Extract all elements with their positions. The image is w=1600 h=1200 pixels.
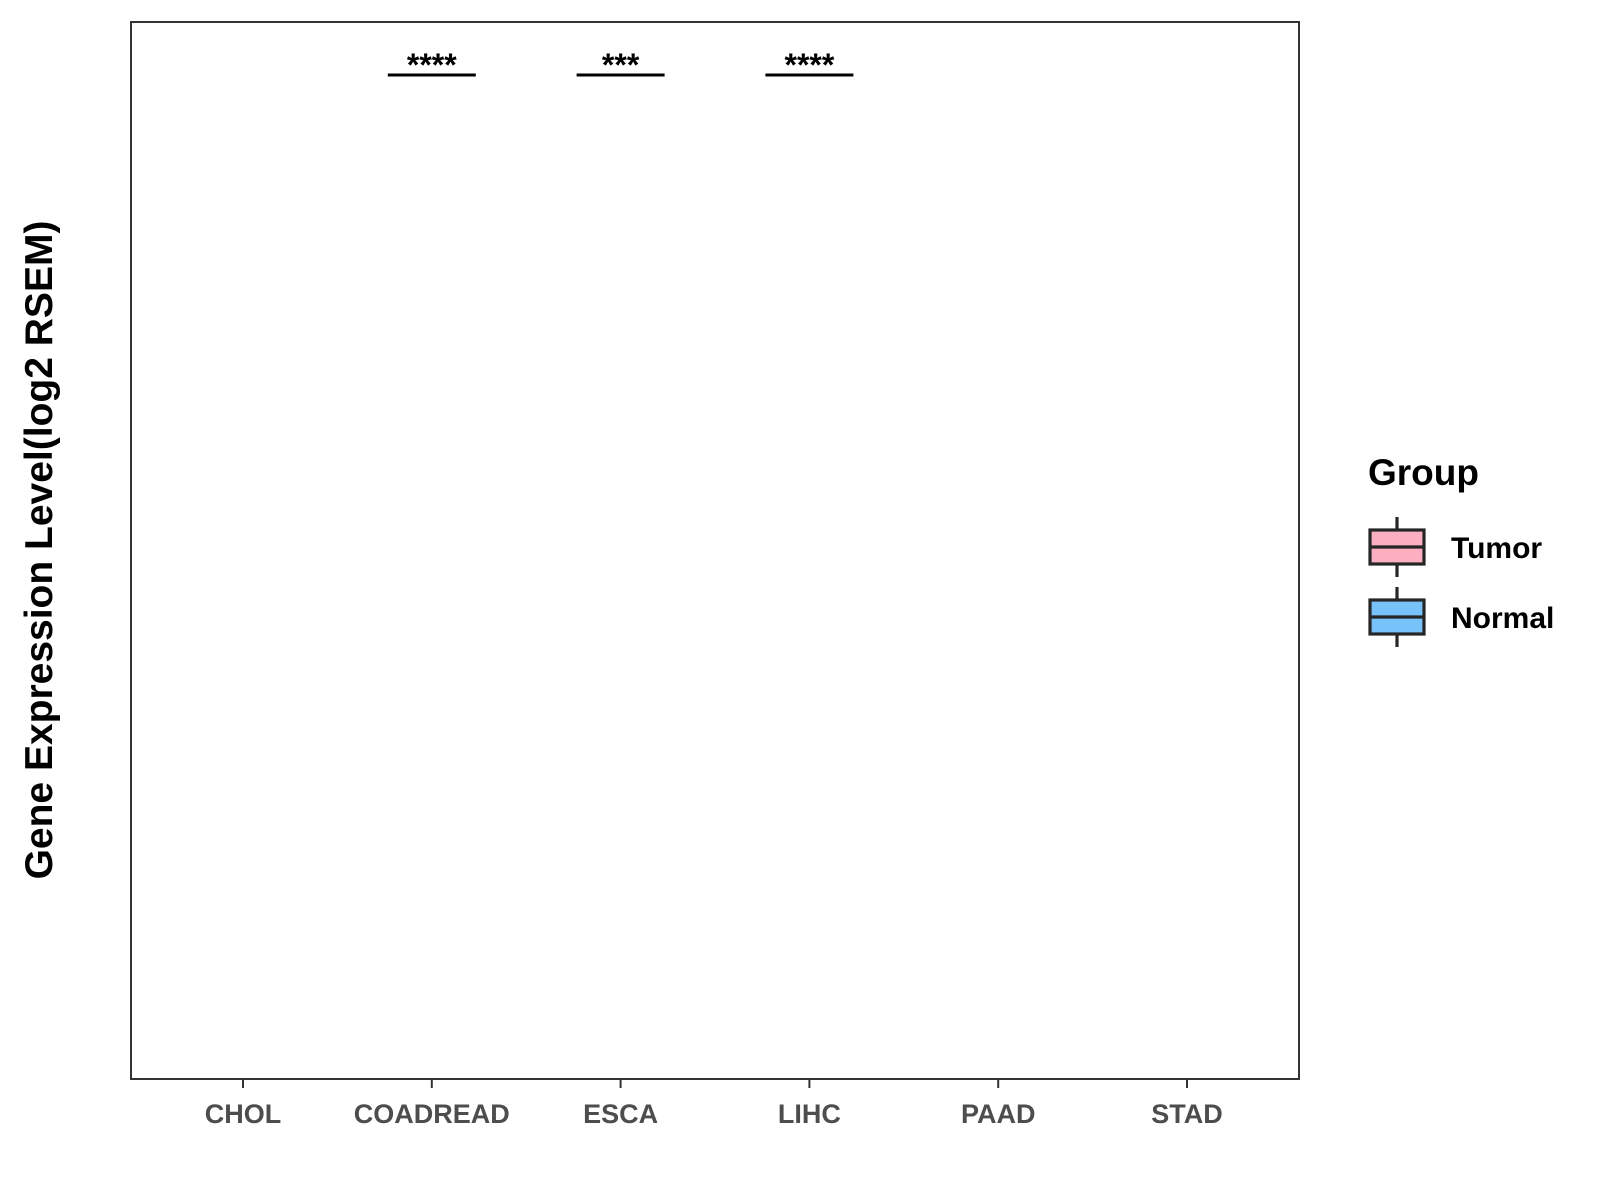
significance-label: **** <box>407 47 457 83</box>
x-tick-label: LIHC <box>778 1099 841 1129</box>
legend-title: Group <box>1368 452 1479 493</box>
plot-panel <box>130 21 1300 1080</box>
significance-label: **** <box>784 47 834 83</box>
legend: Group Tumor Normal <box>1368 452 1554 647</box>
y-axis-title: Gene Expression Level(log2 RSEM) <box>18 221 61 880</box>
x-tick-label: PAAD <box>961 1099 1036 1129</box>
significance-label: *** <box>602 47 640 83</box>
legend-entry-tumor: Tumor <box>1368 517 1542 577</box>
x-tick-label: ESCA <box>583 1099 658 1129</box>
legend-label: Normal <box>1451 602 1554 635</box>
x-tick-label: STAD <box>1151 1099 1223 1129</box>
x-tick-label: COADREAD <box>354 1099 510 1129</box>
x-axis: CHOL COADREAD ESCA LIHC PAAD STAD <box>205 1079 1223 1129</box>
x-tick-label: CHOL <box>205 1099 282 1129</box>
significance-layer: **** *** **** <box>387 47 854 83</box>
legend-label: Tumor <box>1451 532 1542 565</box>
legend-entry-normal: Normal <box>1368 587 1554 647</box>
